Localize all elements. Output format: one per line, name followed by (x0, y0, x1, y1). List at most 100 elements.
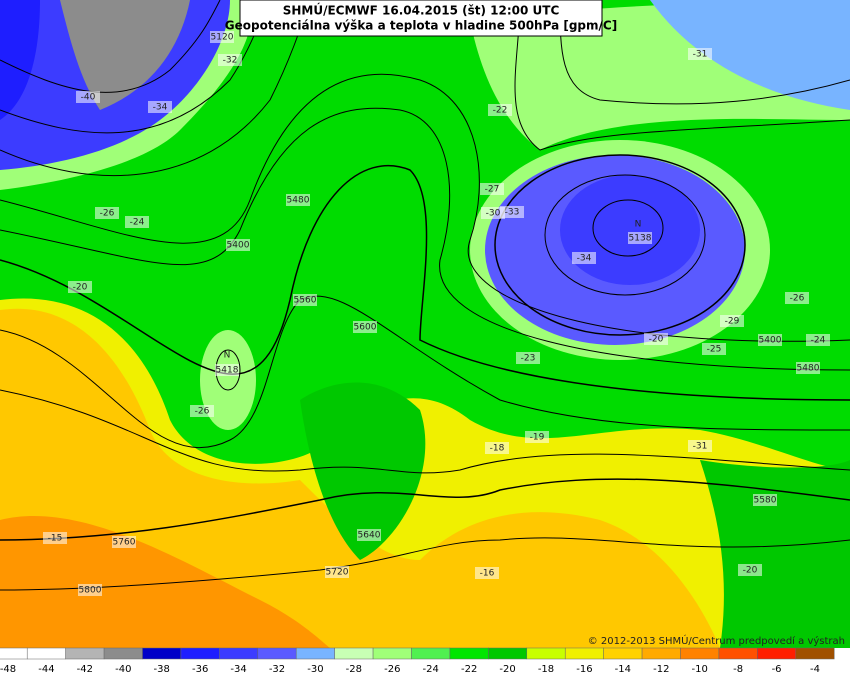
contour-label: -34 (577, 254, 592, 264)
label-box (325, 566, 349, 578)
colorbar-label: -32 (269, 664, 285, 675)
label-box (293, 294, 317, 306)
colorbar-swatch (757, 647, 797, 660)
label-box (218, 54, 242, 66)
colorbar-swatch (103, 647, 143, 660)
contour-label: -20 (649, 335, 664, 345)
map-labels: 5120 -31 -32 -40 -34 -22 -27 -30 -33 -26 -24 -20 N 54… (43, 31, 830, 596)
label-box (688, 440, 712, 452)
colorbar-swatch (411, 647, 451, 660)
pressure-center: N (635, 220, 642, 230)
colorbar-swatch (26, 647, 66, 660)
contour-label: -20 (743, 566, 758, 576)
contour-label: 5418 (216, 366, 239, 376)
contour-label: -30 (486, 209, 501, 219)
colorbar-label: -8 (733, 664, 743, 675)
colorbar-swatch (257, 647, 297, 660)
title-box (239, 0, 603, 37)
label-box (516, 352, 540, 364)
contour-label: -26 (790, 294, 805, 304)
label-box (95, 207, 119, 219)
contour-label: -40 (81, 93, 96, 103)
colorbar-swatch (180, 647, 220, 660)
label-box (806, 334, 830, 346)
label-box (357, 529, 381, 541)
contour-label: -32 (223, 56, 238, 66)
colorbar-label: -30 (307, 664, 323, 675)
label-box (644, 333, 668, 345)
copyright: © 2012-2013 SHMÚ/Centrum predpovedí a vý… (588, 634, 845, 647)
colorbar: -48 -44 -42 -40 -38 -36 -34 -32 -30 -28 -26 -24 -22 -… (0, 647, 835, 675)
label-box (785, 292, 809, 304)
label-box (210, 31, 234, 43)
contour-label: 5600 (354, 323, 377, 333)
label-box (628, 232, 652, 244)
label-box (500, 206, 524, 218)
colorbar-label: -28 (346, 664, 362, 675)
contour-label: -25 (707, 345, 722, 355)
colorbar-swatch (372, 647, 412, 660)
contour-label: -23 (521, 354, 536, 364)
label-box (702, 343, 726, 355)
label-box (286, 194, 310, 206)
contour-label: -34 (153, 103, 168, 113)
contour-label: 5400 (759, 336, 782, 346)
colorbar-label: -42 (77, 664, 93, 675)
colorbar-label: -36 (192, 664, 208, 675)
colorbar-swatch (603, 647, 643, 660)
contour-label: -18 (490, 444, 505, 454)
title-line-2: Geopotenciálna výška a teplota v hladine… (225, 19, 617, 33)
colorbar-swatch (526, 647, 566, 660)
contour-label: -15 (48, 534, 63, 544)
contour-label: -20 (73, 283, 88, 293)
colorbar-label: -48 (0, 664, 16, 675)
colorbar-swatch (488, 647, 528, 660)
colorbar-label: -14 (615, 664, 631, 675)
contour-label: 5580 (754, 496, 777, 506)
field-north-cold (650, 0, 850, 110)
colorbar-swatch (65, 647, 105, 660)
label-box (78, 584, 102, 596)
contour-label: 5400 (227, 241, 250, 251)
field-warmest (0, 516, 330, 648)
label-box (688, 48, 712, 60)
colorbar-label: -34 (230, 664, 246, 675)
label-box (475, 567, 499, 579)
contour-label: 5480 (287, 196, 310, 206)
label-box (488, 104, 512, 116)
colorbar-swatch (449, 647, 489, 660)
contour-label: -24 (130, 218, 145, 228)
contour-label: -26 (195, 407, 210, 417)
field-low-core (560, 175, 700, 285)
colorbar-label: -20 (499, 664, 515, 675)
colorbar-swatch (142, 647, 182, 660)
contour-label: 5720 (326, 568, 349, 578)
label-box (68, 281, 92, 293)
colorbar-swatch (295, 647, 335, 660)
contour-label: 5120 (211, 33, 234, 43)
field-trough (300, 382, 426, 560)
label-box (758, 334, 782, 346)
colorbar-label: -26 (384, 664, 400, 675)
contour-label: -24 (811, 336, 826, 346)
label-box (525, 431, 549, 443)
label-box (572, 252, 596, 264)
contour-label: 5760 (113, 538, 136, 548)
contour-label: 5640 (358, 531, 381, 541)
contour-label: 5480 (797, 364, 820, 374)
contour-label: 5138 (629, 234, 652, 244)
label-box (148, 101, 172, 113)
label-box (125, 216, 149, 228)
label-box (190, 405, 214, 417)
colorbar-label: -6 (772, 664, 782, 675)
title-line-1: SHMÚ/ECMWF 16.04.2015 (št) 12:00 UTC (283, 3, 560, 18)
contour-label: 5800 (79, 586, 102, 596)
label-box (226, 239, 250, 251)
colorbar-label: -4 (810, 664, 820, 675)
colorbar-swatch (564, 647, 604, 660)
label-box (485, 442, 509, 454)
label-box (215, 364, 239, 376)
colorbar-label: -18 (538, 664, 554, 675)
